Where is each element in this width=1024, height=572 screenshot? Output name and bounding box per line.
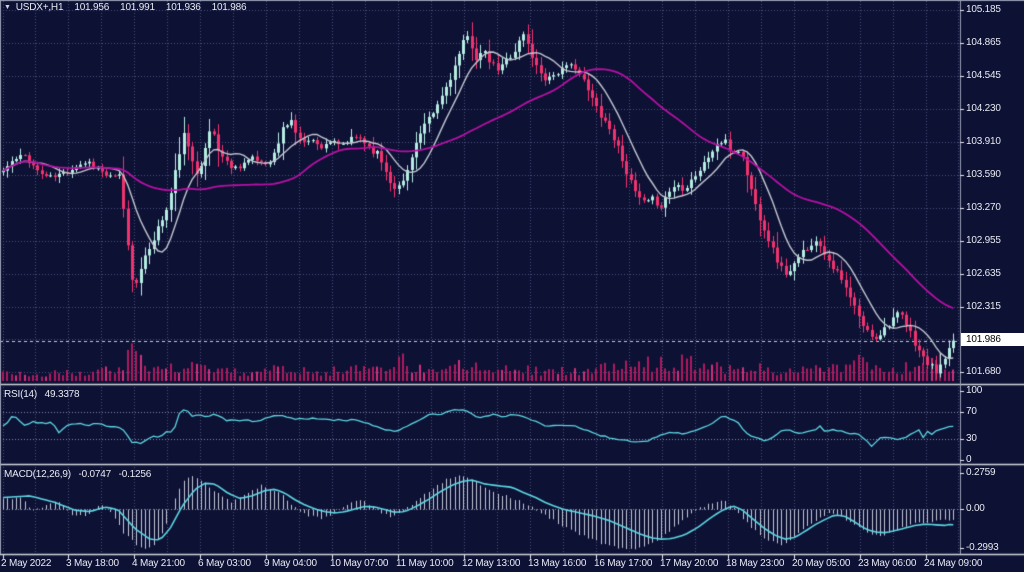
rsi-scale-label: 70 [966, 406, 977, 417]
macd-scale-label: -0.2993 [966, 542, 999, 553]
macd-scale-label: 0.2759 [966, 467, 996, 478]
time-tick-label: 24 May 09:00 [924, 558, 983, 569]
time-tick-label: 18 May 23:00 [726, 558, 785, 569]
price-tick-label: 102.955 [966, 235, 1001, 246]
price-tick-label: 103.910 [966, 136, 1001, 147]
macd-scale-label: 0.00 [966, 503, 985, 514]
time-tick-label: 16 May 17:00 [594, 558, 653, 569]
price-tick-label: 104.865 [966, 37, 1001, 48]
panel-splitter-macd-axis[interactable] [0, 551, 1024, 556]
time-tick-label: 23 May 06:00 [858, 558, 917, 569]
price-tick-label: 104.545 [966, 70, 1001, 81]
macd-indicator-label: MACD(12,26,9) -0.0747 -0.1256 [4, 469, 156, 480]
time-tick-label: 20 May 05:00 [792, 558, 851, 569]
ohlc-low: 101.936 [165, 2, 201, 13]
time-tick-label: 12 May 13:00 [462, 558, 521, 569]
symbol-title: ▼ USDX+,H1 101.956 101.991 101.936 101.9… [4, 2, 251, 13]
price-tick-label: 103.590 [966, 169, 1001, 180]
rsi-scale-label: 100 [966, 385, 983, 396]
macd-signal-value: -0.1256 [118, 469, 152, 480]
panel-splitter-rsi-macd[interactable] [0, 462, 1024, 467]
macd-name: MACD(12,26,9) [4, 469, 71, 480]
ohlc-close: 101.986 [211, 2, 247, 13]
time-tick-label: 13 May 16:00 [528, 558, 587, 569]
rsi-value: 49.3378 [44, 389, 80, 400]
rsi-name: RSI(14) [4, 389, 38, 400]
ohlc-open: 101.956 [74, 2, 110, 13]
time-tick-label: 3 May 18:00 [66, 558, 119, 569]
price-tick-label: 102.315 [966, 301, 1001, 312]
time-tick-label: 2 May 2022 [1, 558, 52, 569]
rsi-scale-label: 0 [966, 454, 972, 465]
time-tick-label: 9 May 04:00 [264, 558, 317, 569]
macd-main-value: -0.0747 [78, 469, 111, 480]
rsi-scale-label: 30 [966, 433, 977, 444]
price-tick-label: 102.635 [966, 268, 1001, 279]
symbol-dropdown-icon[interactable]: ▼ [4, 3, 11, 11]
symbol-name: USDX+,H1 [15, 2, 64, 13]
time-tick-label: 6 May 03:00 [198, 558, 251, 569]
panel-splitter-main-rsi[interactable] [0, 382, 1024, 387]
current-price-marker: 101.986 [961, 333, 1024, 346]
price-tick-label: 101.680 [966, 366, 1001, 377]
time-tick-label: 4 May 21:00 [132, 558, 185, 569]
time-tick-label: 17 May 20:00 [660, 558, 719, 569]
price-tick-label: 104.230 [966, 103, 1001, 114]
price-tick-label: 105.185 [966, 4, 1001, 15]
rsi-indicator-label: RSI(14) 49.3378 [4, 389, 84, 400]
ohlc-high: 101.991 [120, 2, 155, 13]
time-tick-label: 10 May 07:00 [330, 558, 389, 569]
time-tick-label: 11 May 10:00 [396, 558, 454, 569]
price-tick-label: 103.270 [966, 202, 1001, 213]
